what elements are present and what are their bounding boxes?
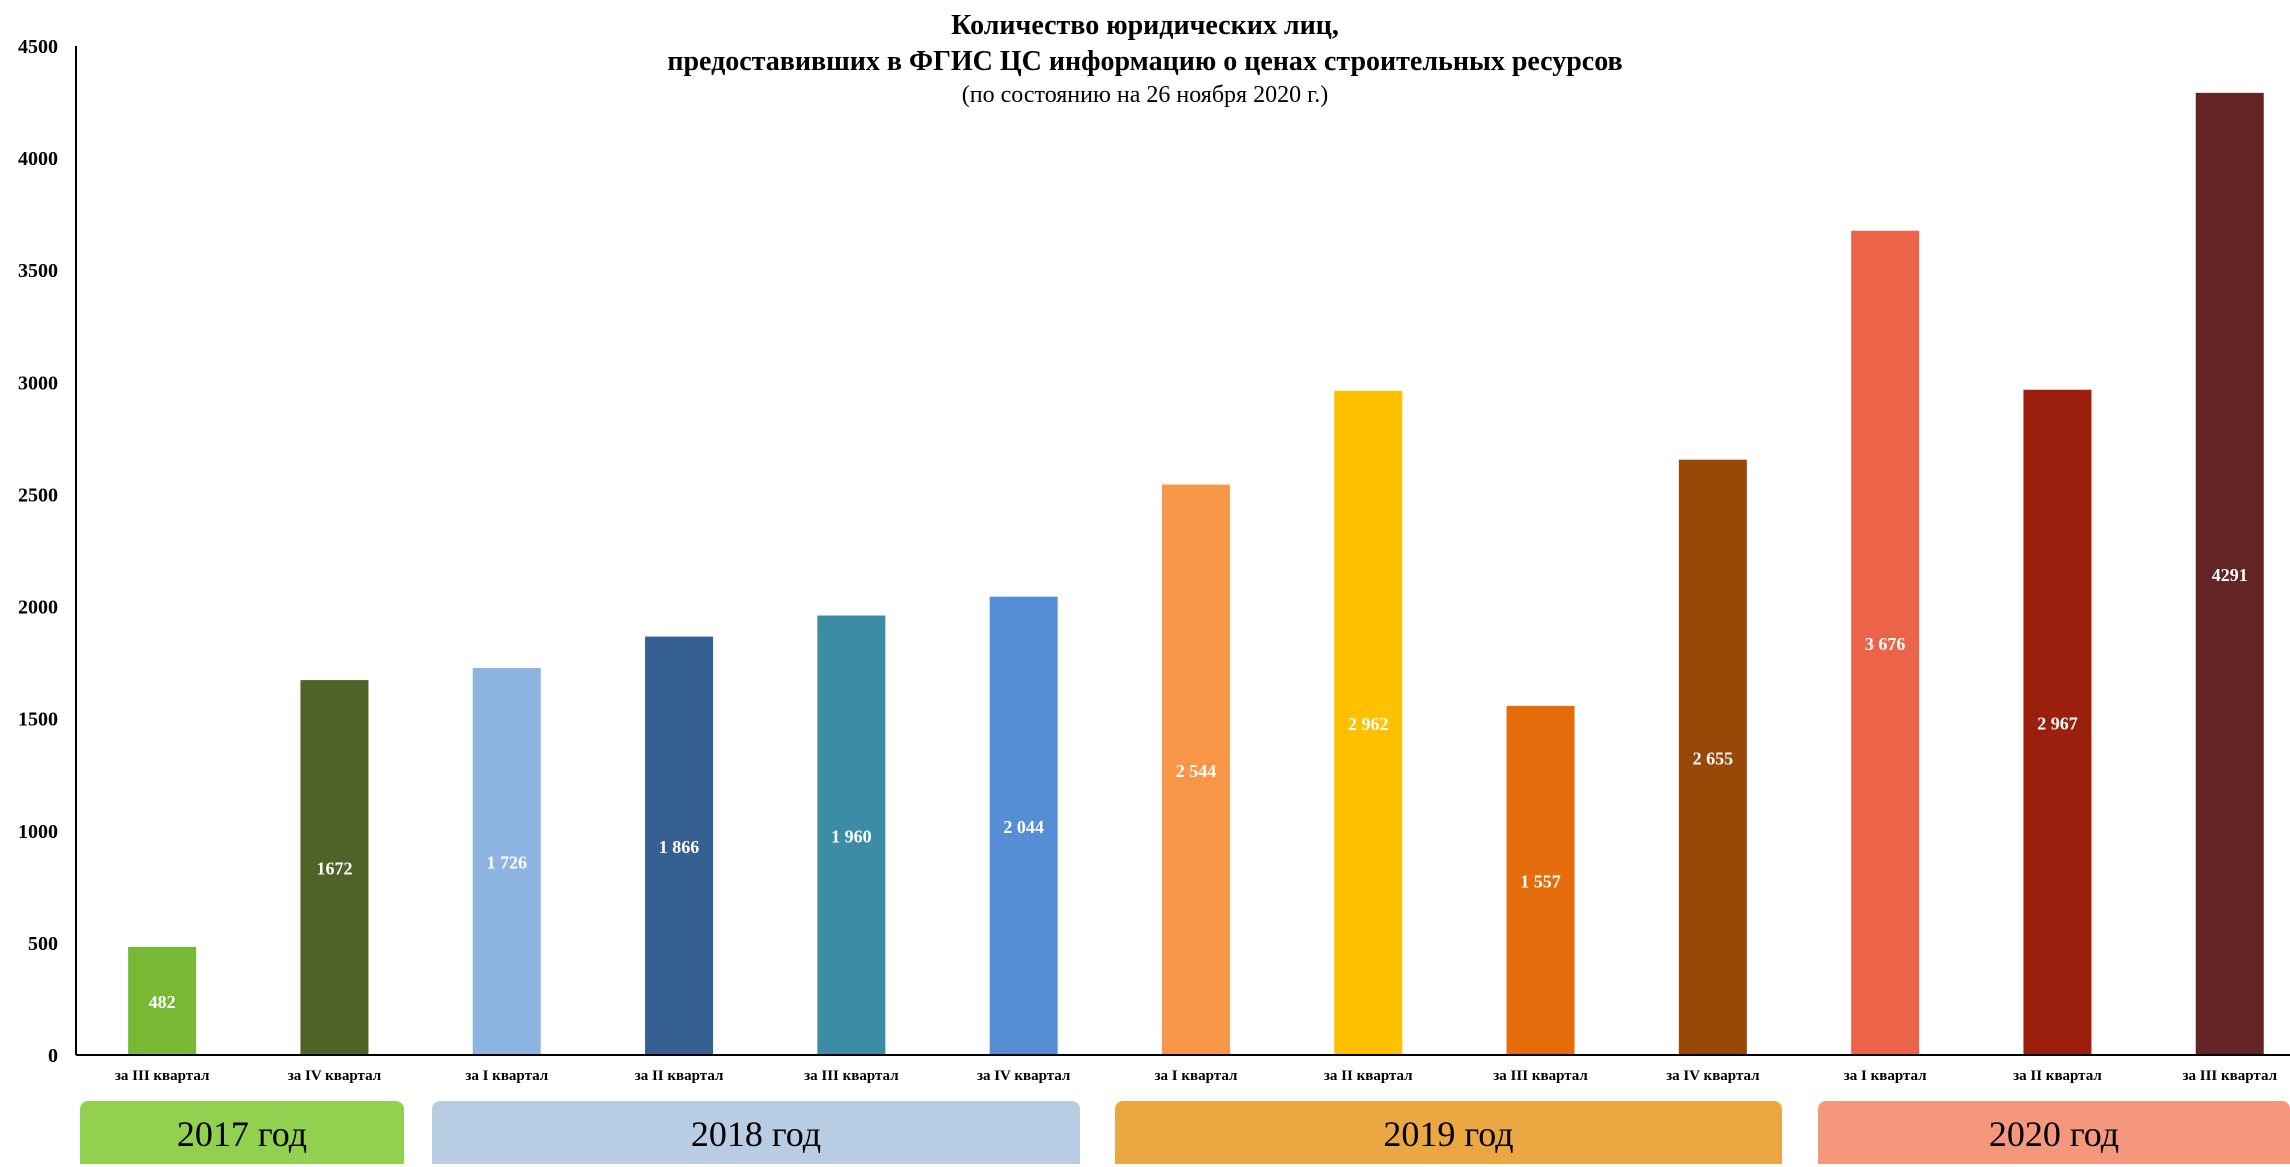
category-label: за I квартал — [1155, 1068, 1238, 1084]
year-band-2018: 2018 год — [432, 1101, 1080, 1164]
data-label: 482 — [149, 992, 176, 1012]
bar — [1678, 459, 1747, 1055]
data-label: 2 962 — [1348, 714, 1389, 734]
bar — [645, 636, 714, 1055]
y-tick-label: 0 — [48, 1045, 58, 1067]
y-tick-label: 2000 — [18, 597, 58, 619]
chart-subtitle: (по состоянию на 26 ноября 2020 г.) — [961, 82, 1329, 108]
category-label: за II квартал — [2013, 1068, 2102, 1084]
year-band-2017: 2017 год — [80, 1101, 404, 1164]
chart-title-block: Количество юридических лиц, предоставивш… — [0, 8, 2290, 110]
category-label: за III квартал — [2182, 1068, 2277, 1084]
category-label: за II квартал — [1324, 1068, 1413, 1084]
year-band-2020: 2020 год — [1818, 1101, 2290, 1164]
bar — [2195, 92, 2264, 1056]
data-label: 2 967 — [2037, 713, 2078, 733]
y-tick-label: 500 — [28, 933, 58, 955]
category-label: за III квартал — [804, 1068, 899, 1084]
bar — [1334, 390, 1403, 1056]
bar — [1161, 484, 1230, 1055]
data-label: 1 726 — [487, 852, 528, 872]
data-label: 2 044 — [1003, 817, 1044, 837]
y-tick-label: 2500 — [18, 484, 58, 506]
data-label: 2 655 — [1693, 748, 1734, 768]
category-label: за IV квартал — [288, 1068, 382, 1084]
bar — [817, 615, 886, 1055]
bar — [1851, 230, 1920, 1056]
y-tick-label: 3000 — [18, 372, 58, 394]
category-label: за III квартал — [1493, 1068, 1588, 1084]
data-label: 1 557 — [1520, 871, 1561, 891]
chart-title-line-2: предоставивших в ФГИС ЦС информацию о це… — [667, 46, 1623, 77]
bar — [989, 596, 1058, 1055]
chart-title-line-1: Количество юридических лиц, — [951, 10, 1339, 41]
bar — [1506, 705, 1575, 1055]
bar — [472, 667, 541, 1055]
y-tick-label: 4000 — [18, 148, 58, 170]
data-label: 1672 — [316, 859, 352, 879]
bar — [128, 946, 197, 1055]
category-label: за IV квартал — [1666, 1068, 1760, 1084]
category-label: за IV квартал — [977, 1068, 1071, 1084]
category-label: за II квартал — [635, 1068, 724, 1084]
year-band-2019: 2019 год — [1115, 1101, 1782, 1164]
data-label: 1 960 — [831, 826, 872, 846]
data-label: 3 676 — [1865, 634, 1906, 654]
bar — [300, 680, 369, 1055]
data-label: 2 544 — [1176, 761, 1217, 781]
data-label: 1 866 — [659, 837, 700, 857]
category-label: за I квартал — [465, 1068, 548, 1084]
y-tick-label: 1000 — [18, 821, 58, 843]
y-tick-label: 3500 — [18, 260, 58, 282]
category-label: за III квартал — [115, 1068, 210, 1084]
bar — [2023, 389, 2092, 1055]
y-tick-label: 4500 — [18, 36, 58, 58]
y-tick-label: 1500 — [18, 709, 58, 731]
data-label: 4291 — [2212, 565, 2248, 585]
category-label: за I квартал — [1844, 1068, 1927, 1084]
